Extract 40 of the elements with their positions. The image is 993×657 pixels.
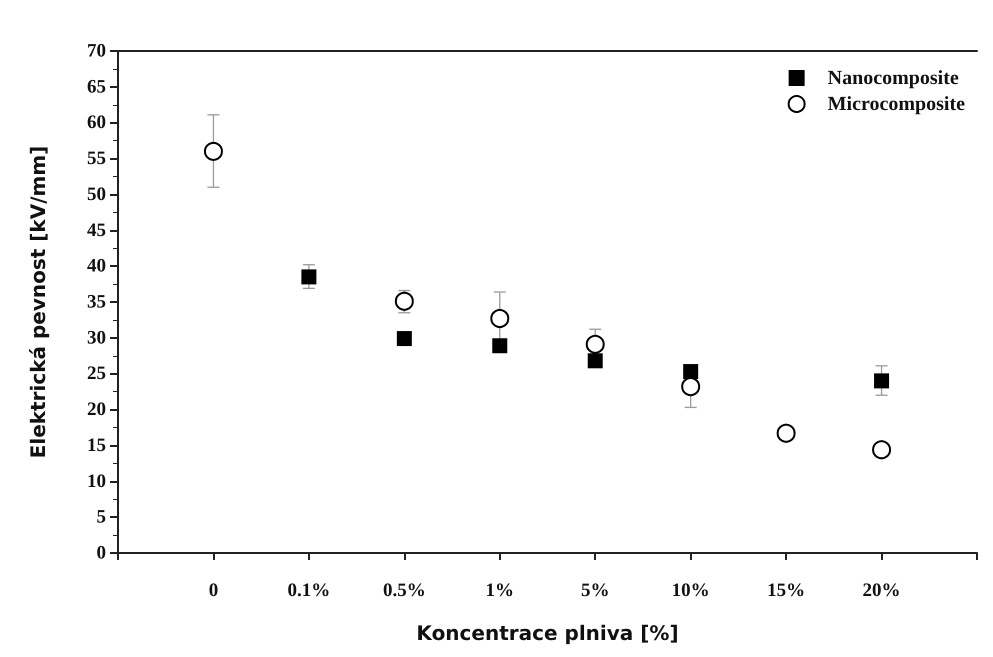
y-tick-label: 5 [96, 506, 106, 528]
y-tick-label: 10 [87, 470, 106, 492]
point [681, 377, 700, 396]
y-tick-label: 55 [87, 148, 106, 170]
point [301, 269, 316, 284]
y-tick-label: 65 [87, 76, 106, 98]
point [588, 353, 603, 368]
y-tick-label: 70 [87, 40, 106, 62]
legend-label: Nanocomposite [828, 67, 959, 89]
point [586, 334, 605, 354]
point [490, 309, 510, 328]
x-tick-label: 0.5% [382, 580, 426, 601]
y-tick-label: 50 [87, 184, 106, 205]
y-tick-label: 20 [87, 399, 106, 420]
y-tick-label: 45 [87, 220, 106, 241]
point [776, 424, 796, 443]
x-tick-label: 15% [767, 580, 806, 601]
y-tick-label: 25 [87, 363, 106, 384]
y-tick-label: 35 [87, 292, 106, 312]
y-tick-label: 30 [87, 327, 106, 348]
x-axis-title: Koncentrace plniva [%] [416, 621, 679, 645]
point [492, 338, 508, 354]
point [396, 331, 412, 346]
y-axis-title: Elektrická pevnost [kV/mm] [26, 146, 50, 458]
x-tick-label: 5% [580, 580, 610, 601]
y-tick-label: 40 [87, 256, 106, 277]
x-tick-label: 0.1% [288, 580, 330, 601]
point [394, 292, 414, 311]
x-tick-label: 1% [486, 580, 514, 601]
point [683, 364, 698, 380]
point [872, 440, 892, 460]
x-tick-label: 20% [862, 580, 901, 601]
y-tick-label: 15 [87, 434, 106, 456]
legend-label: Microcomposite [828, 93, 966, 115]
point [204, 142, 223, 161]
y-tick-label: 60 [87, 112, 106, 134]
y-tick-label: 0 [96, 542, 106, 564]
x-tick-label: 0 [208, 580, 218, 601]
x-tick-label: 10% [672, 580, 710, 601]
point [874, 373, 890, 388]
